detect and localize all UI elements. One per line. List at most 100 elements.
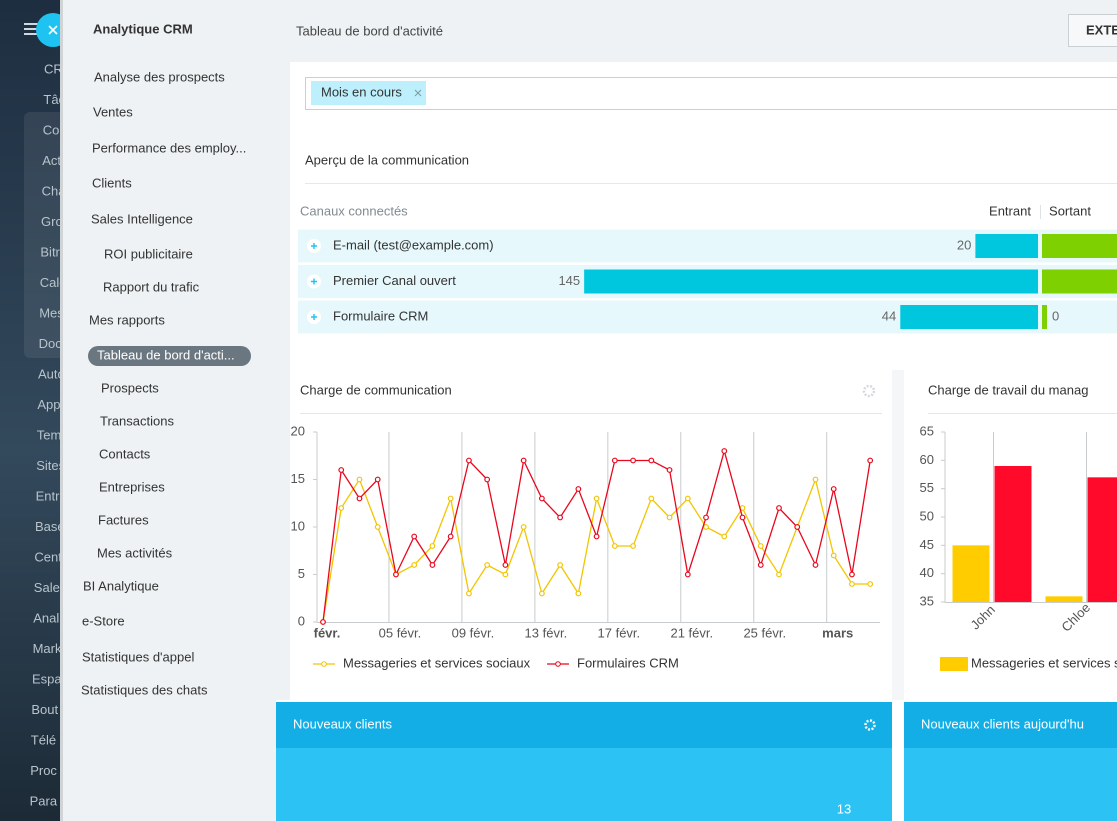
bar xyxy=(994,466,1032,602)
extend-button-label[interactable]: EXTEN xyxy=(1086,22,1117,37)
sidebar-item[interactable]: Cent xyxy=(34,549,62,564)
y-tick-label: 10 xyxy=(291,518,305,533)
menu-item[interactable]: Factures xyxy=(98,512,149,527)
communication: Aperçu de la communication Canaux connec… xyxy=(298,152,1117,334)
sidebar-item[interactable]: Mes xyxy=(39,305,64,320)
expand-icon-plus xyxy=(311,314,317,320)
point xyxy=(466,457,472,464)
outgoing-header: Sortant xyxy=(1049,203,1091,218)
menu-item[interactable]: Rapport du trafic xyxy=(103,279,200,294)
sidebar-item[interactable]: Base xyxy=(35,519,65,534)
menu-item[interactable]: Mes rapports xyxy=(89,312,165,327)
point xyxy=(794,524,801,530)
menu-item[interactable]: Mes activités xyxy=(97,545,173,560)
sidebar-item[interactable]: Appl xyxy=(37,397,63,412)
sidebar-item[interactable]: Sales xyxy=(34,580,67,595)
sidebar-item[interactable]: Proc xyxy=(30,763,57,778)
sidebar-item[interactable]: Tem xyxy=(37,427,62,442)
sidebar-group xyxy=(24,112,64,358)
y-tick-label: 0 xyxy=(298,613,305,628)
page-title: Tableau de bord d'activité xyxy=(296,23,443,38)
channels-header: Canaux connectés xyxy=(300,203,408,218)
point xyxy=(575,486,582,492)
point xyxy=(484,476,491,483)
incoming-bar xyxy=(900,305,1038,329)
menu-item[interactable]: Prospects xyxy=(101,380,159,395)
menu-item[interactable]: ROI publicitaire xyxy=(104,246,193,261)
menu-item[interactable]: Tableau de bord d'acti... xyxy=(97,347,235,362)
x-tick-label: mars xyxy=(822,625,853,640)
x-tick-label: 13 févr. xyxy=(525,625,568,640)
menu-item[interactable]: Statistiques d'appel xyxy=(82,649,194,664)
point xyxy=(538,590,545,597)
point xyxy=(611,543,618,549)
point xyxy=(630,457,636,464)
sidebar-item[interactable]: Espa xyxy=(32,671,62,686)
filter-tag-label: Mois en cours xyxy=(321,84,402,99)
card-settings[interactable] xyxy=(864,719,876,731)
point xyxy=(538,495,545,502)
expand-icon-plus xyxy=(311,278,317,285)
filter-tag[interactable] xyxy=(311,81,426,105)
point xyxy=(776,505,782,511)
y-tick-label: 45 xyxy=(920,537,934,552)
y-tick-label: 35 xyxy=(920,593,934,608)
sidebar-item[interactable]: Télé xyxy=(31,732,56,747)
point xyxy=(520,524,527,530)
menu-item[interactable]: Performance des employ... xyxy=(92,140,246,155)
sidebar-item[interactable]: Cale xyxy=(40,275,67,290)
y-tick-label: 50 xyxy=(920,508,934,523)
menu-item[interactable]: Analyse des prospects xyxy=(94,69,225,84)
incoming-bar xyxy=(584,269,1038,294)
menu-item[interactable]: BI Analytique xyxy=(83,578,159,593)
sidebar-item[interactable]: Sites xyxy=(36,458,65,473)
point xyxy=(611,457,618,464)
outgoing-value: 0 xyxy=(1052,308,1059,323)
legend-label: Messageries et services sociaux xyxy=(971,655,1117,670)
point xyxy=(502,562,509,568)
point xyxy=(557,514,564,521)
point xyxy=(757,543,764,549)
menu-item[interactable]: Ventes xyxy=(93,104,133,119)
bar xyxy=(1045,596,1083,602)
bar xyxy=(952,545,990,602)
menu-item[interactable]: Transactions xyxy=(100,413,174,428)
menu-item[interactable]: Sales Intelligence xyxy=(91,211,193,226)
point xyxy=(630,543,636,549)
menu-item[interactable]: Clients xyxy=(92,175,132,190)
filter-tag-remove[interactable] xyxy=(414,89,422,97)
y-tick-label: 55 xyxy=(920,480,934,495)
x-tick-label: 05 févr. xyxy=(379,625,422,640)
sidebar-item[interactable]: Bitri xyxy=(40,244,63,259)
sidebar-item[interactable]: Entr xyxy=(36,488,61,503)
menu: Analytique CRM Analyse des prospects Vent… xyxy=(81,21,251,697)
settings-icon[interactable] xyxy=(862,384,876,398)
left-sidebar xyxy=(0,0,70,821)
sidebar-item[interactable]: Auto xyxy=(38,366,65,381)
channel-name: E-mail (test@example.com) xyxy=(333,237,494,252)
y-tick-label: 65 xyxy=(920,423,934,438)
incoming-value: 20 xyxy=(957,237,971,252)
sidebar-item[interactable]: Anal xyxy=(33,610,59,625)
menu-item[interactable]: e-Store xyxy=(82,613,125,628)
extend-button[interactable] xyxy=(1068,14,1117,47)
point xyxy=(393,571,399,578)
point xyxy=(684,495,691,502)
menu-item[interactable]: Entreprises xyxy=(99,479,165,494)
x-tick-label: 21 févr. xyxy=(670,625,713,640)
sidebar-item[interactable]: Mark xyxy=(33,641,62,656)
menu-shadow xyxy=(60,0,63,821)
point xyxy=(557,562,564,568)
menu-item[interactable]: Statistiques des chats xyxy=(81,682,208,697)
y-tick-label: 15 xyxy=(291,471,305,486)
point xyxy=(757,562,764,568)
menu-item[interactable]: Contacts xyxy=(99,446,151,461)
point xyxy=(849,571,855,578)
sidebar-item[interactable]: Para xyxy=(30,793,58,808)
point xyxy=(739,514,746,521)
filter-box[interactable] xyxy=(305,77,1117,110)
sidebar-item[interactable]: Bout xyxy=(31,702,58,717)
point xyxy=(703,514,709,521)
outgoing-bar xyxy=(1042,305,1047,329)
